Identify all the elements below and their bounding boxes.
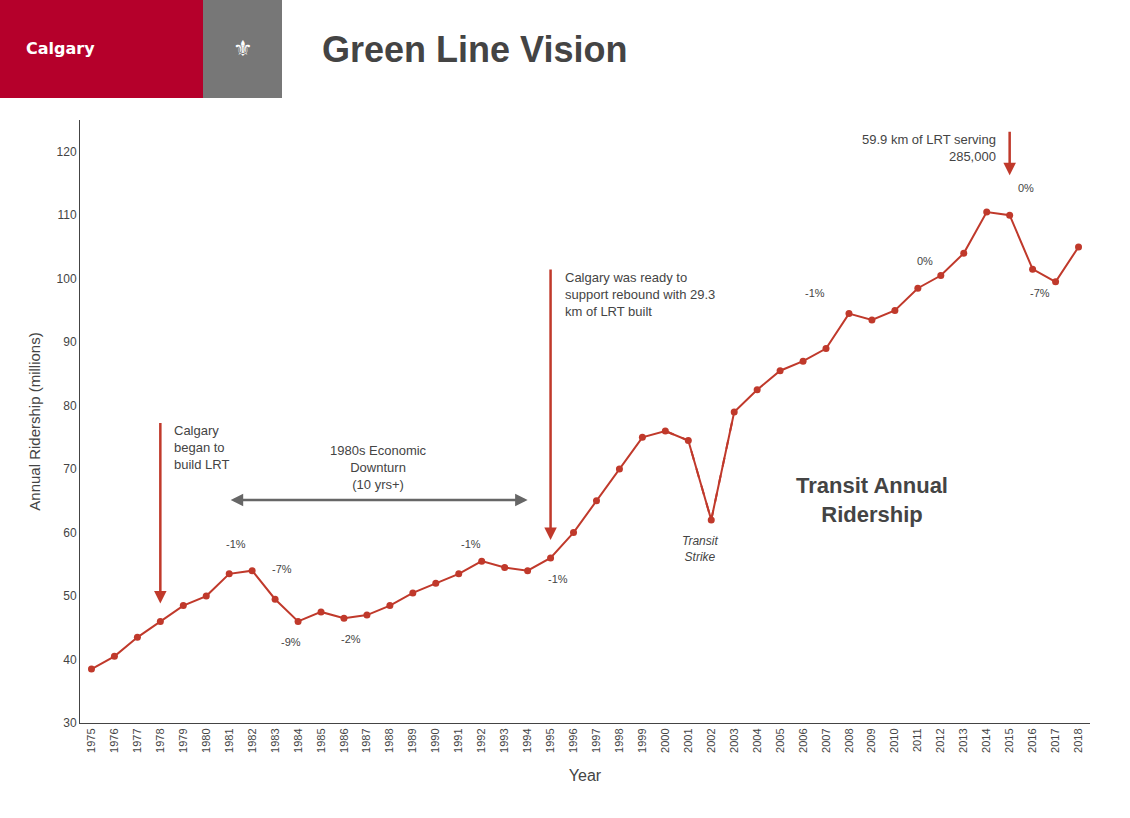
svg-text:1997: 1997 (590, 728, 602, 752)
svg-text:1986: 1986 (338, 728, 350, 752)
svg-text:1993: 1993 (498, 728, 510, 752)
svg-text:0%: 0% (917, 255, 933, 267)
svg-text:60: 60 (63, 526, 77, 540)
svg-text:2000: 2000 (659, 728, 671, 752)
svg-text:-9%: -9% (281, 636, 301, 648)
svg-text:80: 80 (63, 399, 77, 413)
svg-text:1978: 1978 (154, 728, 166, 752)
svg-text:TransitStrike: TransitStrike (682, 534, 718, 564)
svg-text:1989: 1989 (406, 728, 418, 752)
svg-text:1995: 1995 (544, 728, 556, 752)
svg-text:-1%: -1% (805, 287, 825, 299)
svg-text:50: 50 (63, 589, 77, 603)
svg-text:40: 40 (63, 653, 77, 667)
svg-text:1982: 1982 (246, 728, 258, 752)
svg-text:1988: 1988 (383, 728, 395, 752)
svg-text:-2%: -2% (341, 633, 361, 645)
svg-text:59.9 km of LRT serving285,000: 59.9 km of LRT serving285,000 (862, 132, 996, 164)
svg-text:Calgary: Calgary (26, 39, 95, 58)
svg-text:2005: 2005 (774, 728, 786, 752)
svg-text:Green Line Vision: Green Line Vision (322, 29, 627, 70)
svg-text:90: 90 (63, 335, 77, 349)
svg-text:100: 100 (57, 272, 77, 286)
svg-text:1998: 1998 (613, 728, 625, 752)
svg-text:2008: 2008 (843, 728, 855, 752)
svg-text:-1%: -1% (461, 538, 481, 550)
svg-text:⚜: ⚜ (233, 36, 253, 61)
svg-text:1980s EconomicDownturn(10 yrs+: 1980s EconomicDownturn(10 yrs+) (330, 443, 427, 492)
svg-text:2002: 2002 (705, 728, 717, 752)
svg-text:1994: 1994 (521, 728, 533, 752)
svg-text:1981: 1981 (223, 728, 235, 752)
svg-text:120: 120 (57, 145, 77, 159)
svg-text:2003: 2003 (728, 728, 740, 752)
svg-text:1979: 1979 (177, 728, 189, 752)
svg-text:1990: 1990 (429, 728, 441, 752)
svg-text:2012: 2012 (934, 728, 946, 752)
svg-text:2010: 2010 (888, 728, 900, 752)
svg-text:1999: 1999 (636, 728, 648, 752)
svg-text:-7%: -7% (272, 563, 292, 575)
svg-text:1977: 1977 (131, 728, 143, 752)
svg-text:Calgary was ready tosupport re: Calgary was ready tosupport rebound with… (565, 270, 715, 319)
svg-text:1980: 1980 (200, 728, 212, 752)
svg-text:-7%: -7% (1030, 287, 1050, 299)
svg-text:2007: 2007 (820, 728, 832, 752)
svg-text:1996: 1996 (567, 728, 579, 752)
svg-text:70: 70 (63, 462, 77, 476)
svg-text:-1%: -1% (548, 573, 568, 585)
svg-text:2018: 2018 (1072, 728, 1084, 752)
svg-text:2015: 2015 (1003, 728, 1015, 752)
svg-text:1987: 1987 (361, 728, 373, 752)
svg-text:2001: 2001 (682, 728, 694, 752)
svg-text:2017: 2017 (1049, 728, 1061, 752)
svg-text:2004: 2004 (751, 728, 763, 752)
svg-text:1991: 1991 (452, 728, 464, 752)
svg-text:1992: 1992 (475, 728, 487, 752)
svg-text:Year: Year (569, 767, 602, 784)
svg-text:30: 30 (63, 716, 77, 730)
svg-text:1984: 1984 (292, 728, 304, 752)
svg-text:Annual Ridership (millions): Annual Ridership (millions) (26, 332, 43, 510)
svg-text:2016: 2016 (1026, 728, 1038, 752)
svg-text:2011: 2011 (911, 728, 923, 752)
svg-text:2009: 2009 (866, 728, 878, 752)
svg-text:0%: 0% (1018, 182, 1034, 194)
svg-text:1985: 1985 (315, 728, 327, 752)
svg-text:2013: 2013 (957, 728, 969, 752)
svg-text:Calgarybegan tobuild LRT: Calgarybegan tobuild LRT (174, 423, 229, 472)
svg-text:110: 110 (57, 208, 76, 222)
svg-text:1983: 1983 (269, 728, 281, 752)
svg-text:1975: 1975 (85, 728, 97, 752)
svg-text:Transit AnnualRidership: Transit AnnualRidership (796, 473, 948, 527)
svg-text:1976: 1976 (108, 728, 120, 752)
svg-text:2006: 2006 (797, 728, 809, 752)
svg-text:2014: 2014 (980, 728, 992, 752)
svg-text:-1%: -1% (226, 538, 246, 550)
